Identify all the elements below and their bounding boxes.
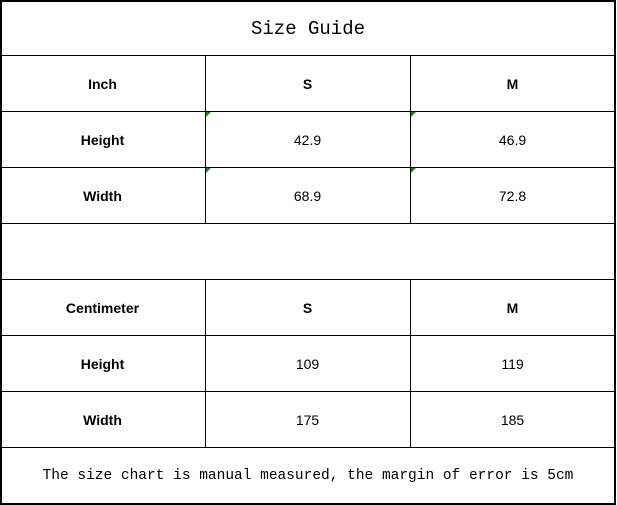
border-bottom [0, 503, 616, 505]
inch-row-label: Width [83, 188, 122, 204]
error-flag-icon [411, 168, 416, 173]
row-divider [0, 167, 616, 168]
inch-header-label: Inch [88, 76, 117, 92]
row-divider [0, 223, 616, 224]
measurement-note: The size chart is manual measured, the m… [42, 468, 574, 484]
inch-height-s: 42.9 [293, 132, 322, 148]
col-divider [410, 56, 411, 224]
cm-width-s: 175 [295, 412, 320, 428]
cm-header-m: M [506, 300, 519, 316]
inch-width-s: 68.9 [293, 188, 322, 204]
inch-width-m: 72.8 [498, 188, 527, 204]
inch-row-label: Height [80, 132, 125, 148]
cm-header-s: S [302, 300, 313, 316]
border-top [0, 0, 616, 2]
row-divider [0, 279, 616, 280]
inch-header-m: M [506, 76, 519, 92]
inch-height-m: 46.9 [498, 132, 527, 148]
col-divider [205, 56, 206, 224]
cm-header-label: Centimeter [65, 300, 140, 316]
cm-height-m: 119 [501, 356, 524, 372]
col-divider [205, 280, 206, 448]
cm-row-label: Width [83, 412, 122, 428]
error-flag-icon [411, 112, 416, 117]
row-divider [0, 111, 616, 112]
cm-width-m: 185 [500, 412, 525, 428]
border-left [0, 0, 2, 505]
row-divider [0, 55, 616, 56]
row-divider [0, 447, 616, 448]
row-divider [0, 391, 616, 392]
error-flag-icon [206, 168, 211, 173]
inch-header-s: S [302, 76, 313, 92]
page-title: Size Guide [250, 18, 366, 40]
row-divider [0, 335, 616, 336]
cm-row-label: Height [80, 356, 125, 372]
cm-height-s: 109 [295, 356, 320, 372]
border-right [614, 0, 616, 505]
error-flag-icon [206, 112, 211, 117]
col-divider [410, 280, 411, 448]
